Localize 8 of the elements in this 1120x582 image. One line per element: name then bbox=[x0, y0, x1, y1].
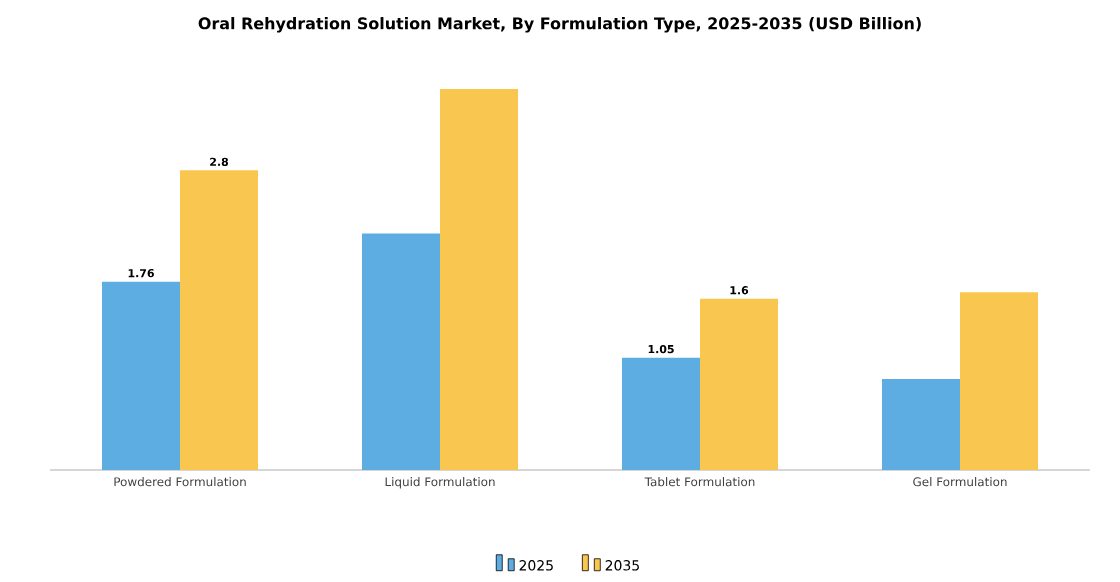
bar bbox=[102, 281, 180, 471]
bar bbox=[180, 170, 258, 471]
bar bbox=[882, 379, 960, 471]
bar bbox=[362, 233, 440, 471]
bar bbox=[622, 357, 701, 471]
bar bbox=[700, 299, 779, 471]
bar bbox=[440, 89, 519, 471]
bar bbox=[960, 292, 1038, 471]
